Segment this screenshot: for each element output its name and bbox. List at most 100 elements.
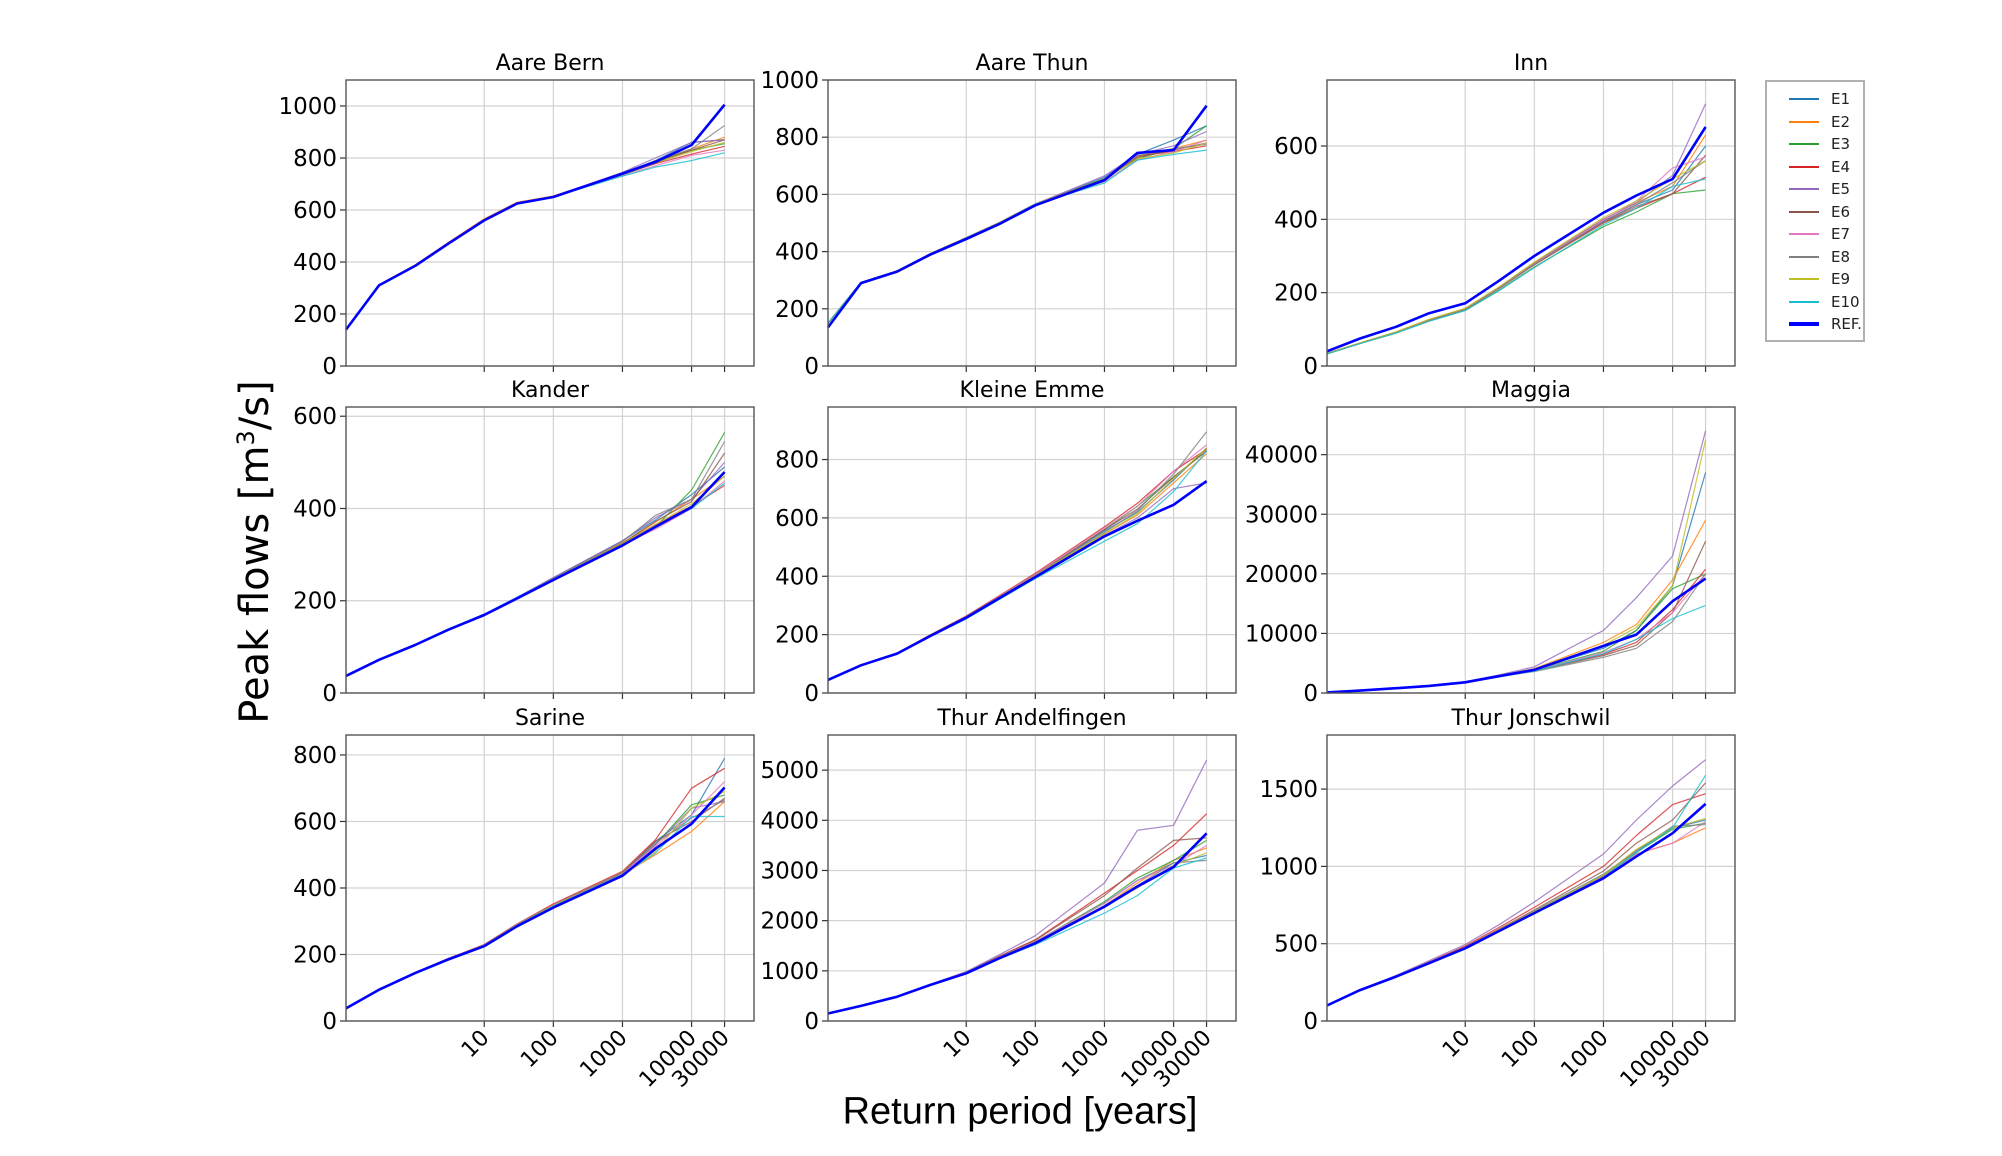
- y-tick-label: 0: [804, 1009, 819, 1035]
- series-line-ref: [1326, 577, 1707, 694]
- legend-item-e2: E2: [1767, 111, 1863, 134]
- y-axis-label: Peak flows [m3/s]: [232, 380, 278, 723]
- x-tick-label: 100: [1497, 1026, 1544, 1073]
- series-line-e6: [827, 142, 1207, 324]
- series-line-e1: [345, 466, 725, 677]
- series-line-e5: [1326, 759, 1706, 1007]
- legend-item-e3: E3: [1767, 133, 1863, 156]
- legend-swatch-e10: [1789, 300, 1819, 303]
- series-line-e9: [345, 141, 725, 330]
- y-tick-label: 0: [1303, 1009, 1318, 1035]
- series-line-e9: [345, 475, 725, 677]
- x-tick-label: 10: [939, 1026, 976, 1063]
- legend-label: E6: [1831, 202, 1851, 221]
- series-line-e4: [1326, 176, 1706, 355]
- x-tick-label: 1000: [575, 1026, 632, 1083]
- series-line-e9: [1326, 817, 1706, 1007]
- subplot-title: Inn: [1514, 51, 1548, 76]
- y-tick-label: 0: [804, 681, 819, 707]
- series-line-e4: [827, 448, 1207, 681]
- series-line-e2: [1326, 134, 1707, 355]
- series-line-e8: [827, 431, 1208, 681]
- subplot-title: Maggia: [1491, 378, 1571, 403]
- series-line-e5: [1326, 430, 1707, 693]
- series-line-e10: [1326, 178, 1706, 355]
- legend-label: E1: [1831, 90, 1851, 109]
- series-line-e9: [827, 447, 1208, 681]
- axes-frame: [1326, 406, 1736, 694]
- axes-frame: [1326, 734, 1736, 1022]
- series-line-e2: [827, 453, 1207, 681]
- series-line-e9: [827, 852, 1207, 1015]
- y-tick-label: 5000: [760, 758, 819, 784]
- series-line-e4: [827, 813, 1208, 1015]
- series-line-e5: [827, 130, 1207, 324]
- y-tick-label: 600: [293, 809, 337, 835]
- legend-label: E10: [1831, 292, 1860, 311]
- legend-label: E9: [1831, 270, 1851, 289]
- series-line-e1: [1326, 472, 1707, 693]
- legend-label: E2: [1831, 112, 1851, 131]
- series-line-e8: [827, 859, 1207, 1015]
- series-line-e9: [1326, 160, 1706, 355]
- legend-swatch-e3: [1789, 143, 1819, 146]
- series-line-e7: [827, 444, 1207, 681]
- legend-label: REF.: [1831, 315, 1862, 334]
- series-line-e10: [1326, 774, 1707, 1007]
- y-tick-label: 400: [1274, 207, 1318, 233]
- y-tick-label: 4000: [760, 808, 819, 834]
- series-line-e6: [1326, 154, 1707, 355]
- subplot-inn: Inn 0 200 400 600: [1274, 51, 1736, 380]
- series-line-e4: [345, 145, 725, 330]
- series-line-e2: [345, 475, 725, 677]
- y-tick-label: 200: [775, 623, 819, 649]
- legend-label: E4: [1831, 157, 1851, 176]
- y-tick-label: 1000: [760, 959, 819, 985]
- x-tick-label: 10: [457, 1026, 494, 1063]
- legend-item-e9: E9: [1767, 268, 1863, 291]
- legend-swatch-e5: [1789, 188, 1819, 191]
- series-line-e3: [827, 125, 1207, 324]
- y-tick-label: 800: [775, 448, 819, 474]
- y-tick-label: 0: [322, 1009, 337, 1035]
- series-line-e1: [827, 447, 1208, 681]
- legend-swatch-e2: [1789, 120, 1819, 123]
- y-tick-label: 400: [775, 564, 819, 590]
- subplot-title: Sarine: [515, 706, 585, 731]
- series-line-e1: [345, 139, 725, 330]
- series-line-e7: [1326, 156, 1706, 355]
- y-tick-label: 0: [322, 681, 337, 707]
- subplot-title: Kleine Emme: [960, 378, 1105, 403]
- axes-frame: [1326, 79, 1736, 367]
- series-line-e8: [827, 143, 1207, 324]
- y-tick-label: 1500: [1259, 777, 1318, 803]
- series-line-ref: [344, 103, 726, 331]
- series-line-e10: [827, 450, 1208, 681]
- series-line-e7: [345, 149, 725, 330]
- legend-item-e5: E5: [1767, 178, 1863, 201]
- legend-item-ref: REF.: [1767, 313, 1863, 336]
- y-tick-label: 600: [1274, 134, 1318, 160]
- x-tick-label: 100: [998, 1026, 1045, 1073]
- y-tick-label: 500: [1274, 932, 1318, 958]
- y-tick-label: 1000: [760, 68, 819, 94]
- subplot-title: Thur Jonschwil: [1451, 706, 1611, 731]
- series-line-ref: [1326, 126, 1707, 353]
- y-tick-label: 40000: [1245, 443, 1318, 469]
- series-line-ref: [826, 104, 1208, 329]
- legend-swatch-e8: [1789, 255, 1819, 258]
- series-line-ref: [827, 832, 1208, 1015]
- y-tick-label: 800: [775, 125, 819, 151]
- series-line-e2: [827, 847, 1207, 1015]
- series-line-e3: [345, 794, 725, 1009]
- y-tick-label: 10000: [1245, 621, 1318, 647]
- series-line-e1: [1326, 145, 1707, 355]
- legend-label: E5: [1831, 180, 1851, 199]
- series-line-e2: [1326, 519, 1707, 693]
- series-line-e2: [1326, 827, 1706, 1007]
- legend-swatch-e4: [1789, 165, 1819, 168]
- y-tick-label: 800: [293, 146, 337, 172]
- y-tick-label: 0: [322, 354, 337, 380]
